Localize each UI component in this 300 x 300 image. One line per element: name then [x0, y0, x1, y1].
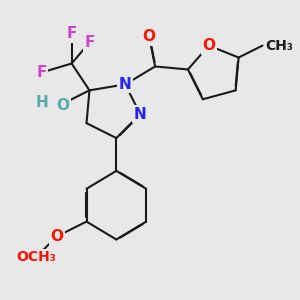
Text: F: F	[84, 35, 95, 50]
Text: O: O	[142, 29, 156, 44]
Text: F: F	[37, 65, 47, 80]
Text: N: N	[119, 77, 132, 92]
Text: N: N	[134, 107, 147, 122]
Text: H: H	[35, 95, 48, 110]
Text: OCH₃: OCH₃	[16, 250, 56, 264]
Text: CH₃: CH₃	[266, 39, 293, 52]
Text: O: O	[56, 98, 69, 113]
Text: O: O	[202, 38, 215, 53]
Text: O: O	[50, 229, 63, 244]
Text: F: F	[66, 26, 77, 41]
